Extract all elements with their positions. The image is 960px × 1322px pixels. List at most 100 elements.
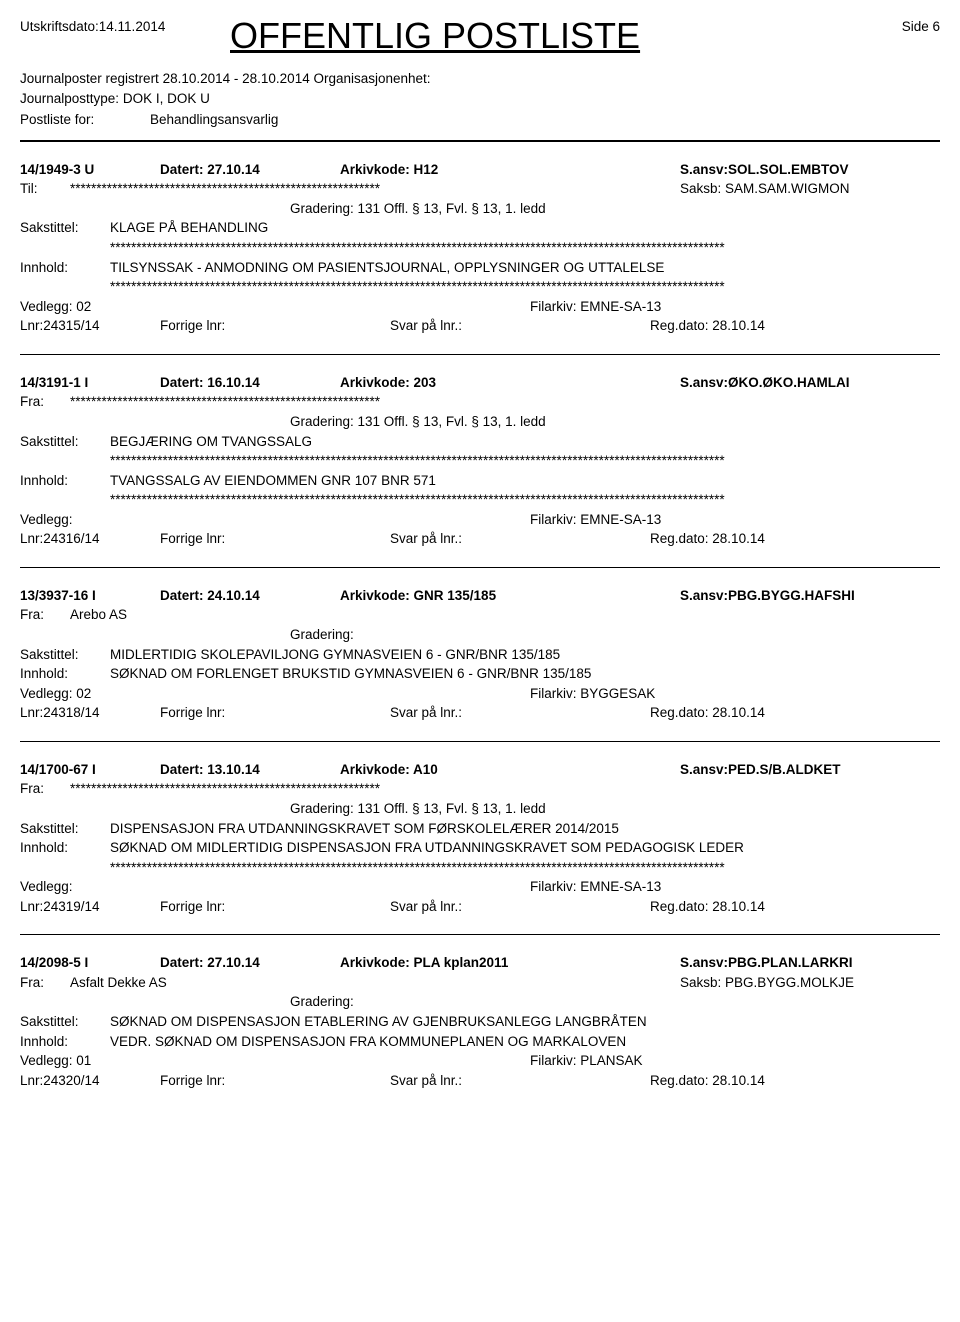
- party-value: ****************************************…: [70, 779, 680, 799]
- regdato: Reg.dato: 28.10.14: [650, 1071, 940, 1091]
- innhold-label: Innhold:: [20, 471, 110, 491]
- meta-posttype-label: Journalposttype:: [20, 89, 119, 109]
- svar-lnr: Svar på lnr.:: [390, 529, 650, 549]
- lnr: Lnr:24319/14: [20, 897, 160, 917]
- innhold-label: Innhold:: [20, 664, 110, 684]
- vedlegg: Vedlegg: 02: [20, 297, 160, 317]
- filarkiv: Filarkiv: PLANSAK: [160, 1051, 940, 1071]
- innhold-value: SØKNAD OM FORLENGET BRUKSTID GYMNASVEIEN…: [110, 666, 591, 681]
- forrige-lnr: Forrige lnr:: [160, 316, 390, 336]
- sakstittel-label: Sakstittel:: [20, 218, 110, 238]
- meta-registered-label: Journalposter registrert: [20, 69, 159, 89]
- meta-org-label: Organisasjonenhet:: [313, 69, 430, 89]
- forrige-lnr: Forrige lnr:: [160, 897, 390, 917]
- gradering: Gradering: 131 Offl. § 13, Fvl. § 13, 1.…: [20, 199, 940, 219]
- filarkiv: Filarkiv: EMNE-SA-13: [160, 510, 940, 530]
- stars-line: ****************************************…: [20, 238, 940, 258]
- party-value: ****************************************…: [70, 392, 680, 412]
- party-value: ****************************************…: [70, 179, 680, 199]
- gradering: Gradering: 131 Offl. § 13, Fvl. § 13, 1.…: [20, 799, 940, 819]
- vedlegg: Vedlegg:: [20, 877, 160, 897]
- divider: [20, 741, 940, 742]
- svar-lnr: Svar på lnr.:: [390, 897, 650, 917]
- saksb: Saksb: SAM.SAM.WIGMON: [680, 179, 940, 199]
- svar-lnr: Svar på lnr.:: [390, 316, 650, 336]
- innhold-label: Innhold:: [20, 1032, 110, 1052]
- svar-lnr: Svar på lnr.:: [390, 703, 650, 723]
- party-label: Fra:: [20, 605, 70, 625]
- case-id: 13/3937-16 I: [20, 588, 96, 603]
- gradering: Gradering: 131 Offl. § 13, Fvl. § 13, 1.…: [20, 412, 940, 432]
- party-value: Arebo AS: [70, 605, 680, 625]
- sakstittel-label: Sakstittel:: [20, 1012, 110, 1032]
- forrige-lnr: Forrige lnr:: [160, 1071, 390, 1091]
- datert: Datert: 16.10.14: [160, 375, 260, 390]
- filarkiv: Filarkiv: EMNE-SA-13: [160, 297, 940, 317]
- case-id: 14/1700-67 I: [20, 762, 96, 777]
- regdato: Reg.dato: 28.10.14: [650, 703, 940, 723]
- stars-line: ****************************************…: [20, 277, 940, 297]
- sakstittel-value: DISPENSASJON FRA UTDANNINGSKRAVET SOM FØ…: [110, 821, 619, 836]
- sakstittel-value: MIDLERTIDIG SKOLEPAVILJONG GYMNASVEIEN 6…: [110, 647, 560, 662]
- meta-block: Journalposter registrert 28.10.2014 - 28…: [20, 69, 940, 130]
- vedlegg: Vedlegg: 01: [20, 1051, 160, 1071]
- divider: [20, 567, 940, 568]
- meta-posttype-value: DOK I, DOK U: [123, 89, 210, 109]
- innhold-value: VEDR. SØKNAD OM DISPENSASJON FRA KOMMUNE…: [110, 1034, 626, 1049]
- sansv: S.ansv:PBG.BYGG.HAFSHI: [680, 588, 855, 603]
- journal-entry: 13/3937-16 I Datert: 24.10.14 Arkivkode: G…: [20, 586, 940, 723]
- print-date-value: 14.11.2014: [99, 19, 166, 34]
- journal-entry: 14/2098-5 IDatert: 27.10.14Arkivkode: PL…: [20, 953, 940, 1090]
- meta-postliste-value: Behandlingsansvarlig: [150, 110, 278, 130]
- innhold-value: TVANGSSALG AV EIENDOMMEN GNR 107 BNR 571: [110, 473, 436, 488]
- regdato: Reg.dato: 28.10.14: [650, 897, 940, 917]
- divider: [20, 934, 940, 935]
- arkivkode: Arkivkode: H12: [340, 162, 438, 177]
- lnr: Lnr:24320/14: [20, 1071, 160, 1091]
- party-label: Til:: [20, 179, 70, 199]
- datert: Datert: 13.10.14: [160, 762, 260, 777]
- filarkiv: Filarkiv: BYGGESAK: [160, 684, 940, 704]
- meta-registered-range: 28.10.2014 - 28.10.2014: [163, 69, 310, 89]
- case-id: 14/2098-5 I: [20, 955, 88, 970]
- lnr: Lnr:24318/14: [20, 703, 160, 723]
- sakstittel-value: BEGJÆRING OM TVANGSSALG: [110, 434, 312, 449]
- party-label: Fra:: [20, 392, 70, 412]
- lnr: Lnr:24316/14: [20, 529, 160, 549]
- page-title: OFFENTLIG POSTLISTE: [230, 15, 902, 57]
- print-date-label: Utskriftsdato:: [20, 19, 99, 34]
- vedlegg: Vedlegg: 02: [20, 684, 160, 704]
- stars-line: ****************************************…: [20, 451, 940, 471]
- stars-line: ****************************************…: [20, 858, 940, 878]
- sakstittel-value: SØKNAD OM DISPENSASJON ETABLERING AV GJE…: [110, 1014, 647, 1029]
- sakstittel-value: KLAGE PÅ BEHANDLING: [110, 220, 268, 235]
- saksb: Saksb: PBG.BYGG.MOLKJE: [680, 973, 940, 993]
- case-id: 14/3191-1 I: [20, 375, 88, 390]
- sansv: S.ansv:SOL.SOL.EMBTOV: [680, 162, 849, 177]
- party-label: Fra:: [20, 779, 70, 799]
- sakstittel-label: Sakstittel:: [20, 819, 110, 839]
- regdato: Reg.dato: 28.10.14: [650, 316, 940, 336]
- arkivkode: Arkivkode: 203: [340, 375, 436, 390]
- forrige-lnr: Forrige lnr:: [160, 529, 390, 549]
- gradering: Gradering:: [20, 625, 940, 645]
- sakstittel-label: Sakstittel:: [20, 432, 110, 452]
- party-label: Fra:: [20, 973, 70, 993]
- datert: Datert: 27.10.14: [160, 955, 260, 970]
- arkivkode: Arkivkode: GNR 135/185: [340, 588, 496, 603]
- forrige-lnr: Forrige lnr:: [160, 703, 390, 723]
- case-id: 14/1949-3 U: [20, 162, 94, 177]
- meta-postliste-label: Postliste for:: [20, 110, 150, 130]
- filarkiv: Filarkiv: EMNE-SA-13: [160, 877, 940, 897]
- sansv: S.ansv:PED.S/B.ALDKET: [680, 762, 841, 777]
- gradering: Gradering:: [20, 992, 940, 1012]
- party-value: Asfalt Dekke AS: [70, 973, 680, 993]
- lnr: Lnr:24315/14: [20, 316, 160, 336]
- divider: [20, 354, 940, 355]
- regdato: Reg.dato: 28.10.14: [650, 529, 940, 549]
- journal-entry: 14/1700-67 IDatert: 13.10.14Arkivkode: A…: [20, 760, 940, 917]
- vedlegg: Vedlegg:: [20, 510, 160, 530]
- datert: Datert: 24.10.14: [160, 588, 260, 603]
- stars-line: ****************************************…: [20, 490, 940, 510]
- datert: Datert: 27.10.14: [160, 162, 260, 177]
